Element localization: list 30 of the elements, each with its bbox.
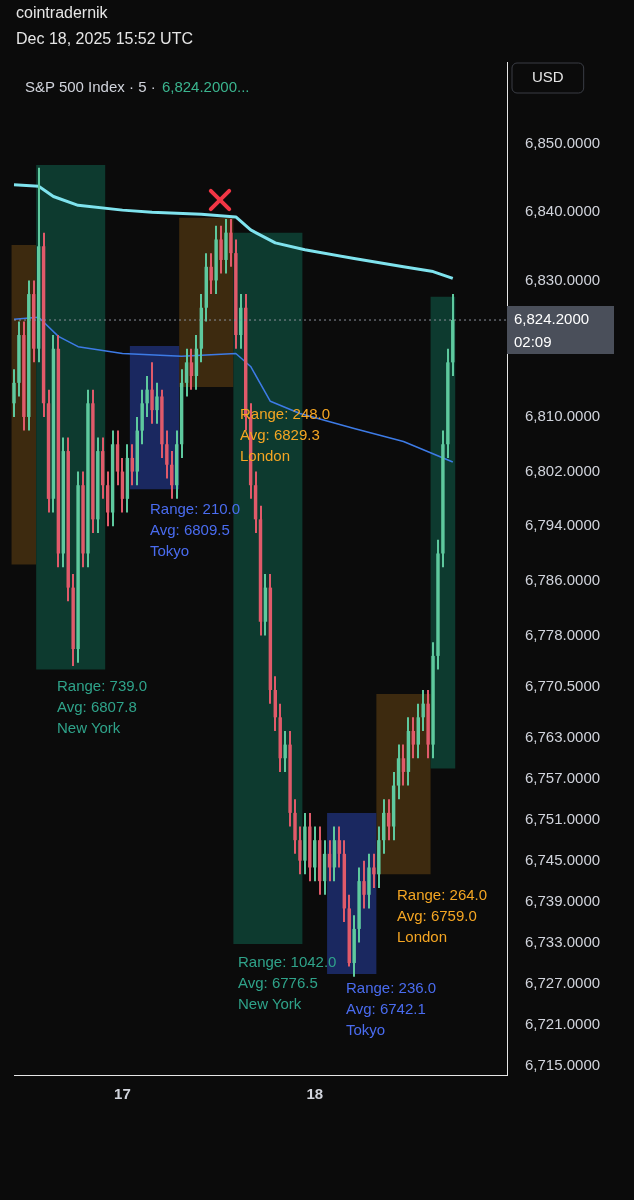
- x-tick-label: 18: [306, 1085, 324, 1103]
- y-tick-label: 6,794.0000: [525, 516, 601, 534]
- text: S&P 500 Index · 5 ·: [25, 78, 156, 96]
- y-tick-label: 6,733.0000: [525, 932, 601, 950]
- y-tick-label: 6,739.0000: [525, 891, 601, 909]
- y-tick-label: 6,727.0000: [525, 973, 601, 991]
- annotation: Range: 236.0 Avg: 6742.1 Tokyo: [346, 979, 437, 1039]
- annotation: Range: 1042.0 Avg: 6776.5 New York: [238, 953, 337, 1013]
- y-tick-label: 6,810.0000: [525, 407, 601, 425]
- annotation: Range: 739.0 Avg: 6807.8 New York: [57, 677, 148, 737]
- y-tick-label: 6,751.0000: [525, 809, 601, 827]
- y-tick-label: 6,802.0000: [525, 461, 601, 479]
- y-tick-label: 6,786.0000: [525, 570, 601, 588]
- y-tick-label: 6,840.0000: [525, 202, 601, 220]
- y-tick-label: 6,715.0000: [525, 1055, 601, 1073]
- ref-line-label: 6,824.2000 02:09: [514, 310, 590, 351]
- x-tick-label: 17: [114, 1085, 131, 1103]
- text: 6,824.2000...: [161, 78, 250, 96]
- text: USD: [532, 68, 564, 86]
- y-tick-label: 6,778.0000: [525, 625, 601, 643]
- y-tick-label: 6,763.0000: [525, 727, 601, 745]
- annotation: Range: 210.0 Avg: 6809.5 Tokyo: [150, 500, 241, 560]
- y-tick-label: 6,830.0000: [525, 270, 601, 288]
- y-tick-label: 6,721.0000: [525, 1014, 601, 1032]
- text: cointradernik Dec 18, 2025 15:52 UTC: [16, 4, 193, 48]
- y-tick-label: 6,745.0000: [525, 850, 601, 868]
- y-tick-label: 6,757.0000: [525, 768, 601, 786]
- annotation: Range: 264.0 Avg: 6759.0 London: [397, 886, 488, 946]
- y-tick-label: 6,850.0000: [525, 134, 601, 152]
- y-tick-label: 6,770.5000: [525, 676, 601, 694]
